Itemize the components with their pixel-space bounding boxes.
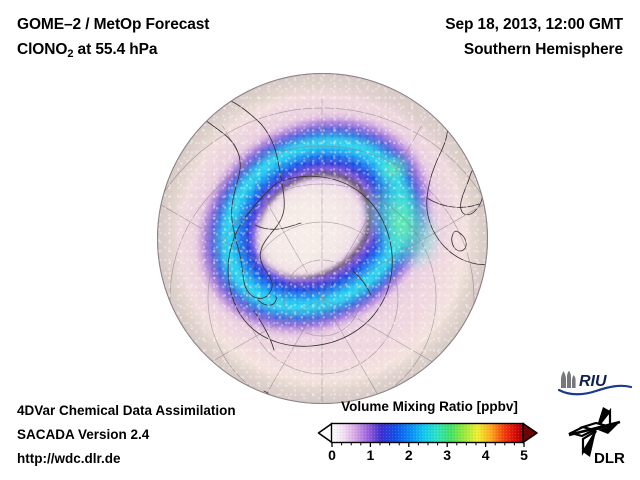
hemisphere-label: Southern Hemisphere — [463, 41, 623, 58]
colorbar-under-arrow — [317, 422, 333, 444]
header-right: Sep 18, 2013, 12:00 GMT Southern Hemisph… — [445, 12, 623, 62]
colorbar-over-arrow — [522, 422, 538, 444]
riu-towers-icon — [561, 370, 576, 388]
colorbar-tick-label-4: 4 — [481, 447, 490, 463]
dlr-pinwheel-icon — [567, 407, 621, 457]
pressure-level-text: at 55.4 hPa — [73, 41, 158, 58]
dlr-logo-mark: DLR — [567, 407, 625, 467]
species-subscript: 2 — [67, 48, 74, 60]
species-level-title: ClONO2 at 55.4 hPa — [17, 37, 209, 64]
footer-left: 4DVar Chemical Data Assimilation SACADA … — [17, 399, 236, 471]
colorbar-tick-label-2: 2 — [404, 447, 413, 463]
riu-logo-mark: RIU — [557, 370, 633, 396]
method-label: 4DVar Chemical Data Assimilation — [17, 403, 236, 418]
colorbar-ticks — [331, 442, 525, 447]
colorbar-tick-label-3: 3 — [443, 447, 452, 463]
coastline-africa-north-edge — [445, 106, 488, 114]
species-name: ClONO — [17, 41, 68, 58]
colorbar-tick-labels: 0 1 2 3 4 5 — [317, 447, 542, 467]
riu-swoosh-icon — [557, 384, 633, 396]
colorbar-minor-ticks — [341, 442, 515, 446]
polar-stereographic-map — [157, 73, 488, 404]
colorbar-swatch — [317, 422, 538, 447]
colorbar-tick-label-0: 0 — [328, 447, 336, 463]
colorbar: Volume Mixing Ratio [ppbv] — [317, 399, 542, 471]
valid-time-label: Sep 18, 2013, 12:00 GMT — [445, 16, 623, 33]
map-data-layer — [157, 73, 488, 404]
colorbar-tick-label-5: 5 — [520, 447, 528, 463]
globe-disc — [157, 73, 488, 404]
riu-logo: RIU — [557, 370, 633, 396]
map-field-svg — [157, 73, 488, 404]
version-label: SACADA Version 2.4 — [17, 427, 150, 442]
dlr-wordmark: DLR — [594, 450, 625, 467]
colorbar-tick-label-1: 1 — [366, 447, 375, 463]
riu-wordmark: RIU — [579, 373, 607, 390]
source-url: http://wdc.dlr.de — [17, 451, 121, 466]
colorbar-title: Volume Mixing Ratio [ppbv] — [341, 399, 518, 414]
header-left: GOME–2 / MetOp Forecast ClONO2 at 55.4 h… — [17, 12, 209, 64]
dlr-logo: DLR — [563, 405, 629, 467]
instrument-title: GOME–2 / MetOp Forecast — [17, 16, 210, 33]
